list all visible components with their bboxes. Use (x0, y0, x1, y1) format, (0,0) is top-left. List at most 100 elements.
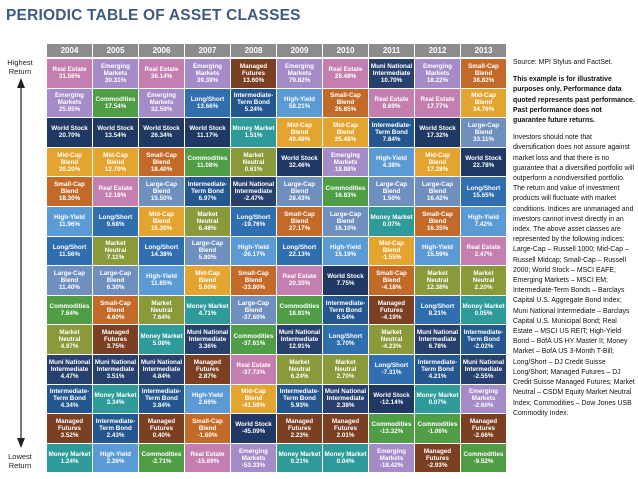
asset-cell: High-Yield 2.66% (185, 384, 230, 414)
asset-return: 12.70% (104, 165, 127, 173)
asset-cell: Muni National Intermediate 3.36% (185, 325, 230, 354)
asset-return: -13.32% (379, 428, 404, 436)
asset-name: Commodities (49, 303, 90, 311)
disclaimer-bold: This example is for illustrative purpose… (513, 76, 635, 125)
asset-cell: Emerging Markets 79.82% (277, 59, 322, 88)
asset-name: Real Estate (98, 184, 133, 192)
asset-name: High-Yield (468, 214, 499, 222)
asset-return: 18.40% (150, 165, 173, 173)
asset-name: Large-Cap Blend (467, 121, 500, 136)
asset-cell: Small-Cap Blend -4.18% (369, 266, 414, 295)
asset-return: 18.22% (426, 76, 449, 84)
asset-name: Muni National Intermediate (416, 329, 459, 344)
asset-name: Managed Futures (101, 329, 130, 344)
asset-cell: Commodities -9.52% (461, 443, 506, 473)
asset-return: 11.08% (196, 162, 218, 170)
asset-name: Market Neutral (334, 358, 357, 373)
asset-cell: Emerging Markets 18.22% (415, 59, 460, 88)
asset-name: Commodities (187, 155, 228, 163)
asset-return: 6.24% (290, 372, 309, 380)
asset-name: Emerging Markets (54, 92, 85, 107)
asset-return: 2.38% (336, 402, 355, 410)
asset-name: Market Neutral (426, 269, 449, 284)
asset-return: -33.80% (241, 283, 266, 291)
asset-name: Commodities (233, 332, 274, 340)
asset-cell: Managed Futures 2.87% (185, 355, 230, 384)
asset-return: 11.40% (58, 283, 80, 291)
asset-cell: Managed Futures -2.66% (461, 414, 506, 443)
asset-cell: Long/Short -19.76% (231, 207, 276, 236)
asset-return: 13.54% (104, 132, 127, 140)
asset-name: Managed Futures (55, 417, 84, 432)
asset-cell: Mid-Cap Blend -1.55% (369, 236, 414, 266)
asset-name: Real Estate (52, 66, 87, 74)
asset-name: Muni National Intermediate (462, 358, 505, 373)
asset-return: 20.35% (288, 280, 311, 288)
asset-cell: Mid-Cap Blend 25.48% (323, 118, 368, 147)
asset-return: -45.09% (241, 428, 266, 436)
asset-return: 9.68% (106, 221, 125, 229)
asset-name: Large-Cap Blend (53, 269, 86, 284)
asset-name: Small-Cap Blend (422, 210, 453, 225)
asset-return: 6.30% (106, 283, 125, 291)
asset-name: Long/Short (236, 214, 271, 222)
asset-return: 3.52% (60, 431, 79, 439)
asset-name: Long/Short (144, 243, 179, 251)
asset-name: Intermediate-Term Bond (371, 121, 412, 136)
asset-cell: Mid-Cap Blend -41.50% (231, 384, 276, 414)
asset-return: -12.14% (379, 398, 404, 406)
asset-return: -4.19% (381, 313, 402, 321)
asset-return: 0.40% (152, 431, 171, 439)
asset-return: -18.42% (379, 461, 404, 469)
year-header: 2007 (185, 44, 230, 57)
asset-return: 2.01% (336, 431, 355, 439)
asset-return: 8.69% (382, 102, 401, 110)
asset-name: Emerging Markets (238, 447, 269, 462)
asset-return: 11.17% (196, 132, 218, 140)
asset-cell: Mid-Cap Blend 17.28% (415, 147, 460, 177)
asset-cell: Mid-Cap Blend 40.48% (277, 118, 322, 147)
asset-cell: Muni National Intermediate 12.91% (277, 325, 322, 354)
asset-return: 17.28% (426, 165, 449, 173)
asset-cell: Large-Cap Blend 28.43% (277, 177, 322, 206)
asset-return: 2.87% (198, 372, 217, 380)
asset-return: 79.82% (288, 76, 311, 84)
asset-cell: Muni National Intermediate 3.51% (93, 355, 138, 384)
asset-name: Emerging Markets (422, 62, 453, 77)
asset-return: 27.17% (288, 224, 311, 232)
asset-cell: World Stock 32.46% (277, 147, 322, 177)
asset-return: 0.21% (290, 458, 309, 466)
asset-cell: Real Estate -15.69% (185, 443, 230, 473)
asset-name: Intermediate-Term Bond (187, 181, 228, 196)
asset-cell: Money Market 0.04% (323, 443, 368, 473)
asset-name: Managed Futures (285, 417, 314, 432)
asset-return: 14.38% (150, 250, 173, 258)
asset-name: Intermediate-Term Bond (279, 388, 320, 403)
asset-name: World Stock (97, 125, 134, 133)
asset-name: High-Yield (146, 273, 177, 281)
asset-cell: Muni National Intermediate 10.70% (369, 59, 414, 88)
asset-name: Intermediate-Term Bond (417, 358, 458, 373)
asset-name: Money Market (416, 391, 459, 399)
asset-cell: Emerging Markets 32.59% (139, 88, 184, 118)
asset-name: Large-Cap Blend (421, 181, 454, 196)
asset-name: Long/Short (282, 243, 317, 251)
asset-return: 1.24% (60, 458, 79, 466)
asset-return: 7.84% (382, 135, 401, 143)
asset-name: Commodities (141, 451, 182, 459)
asset-cell: Money Market 1.51% (231, 118, 276, 147)
asset-cell: Large-Cap Blend 5.80% (185, 236, 230, 266)
asset-return: 0.05% (474, 310, 493, 318)
asset-name: Commodities (463, 451, 504, 459)
asset-cell: Intermediate-Term Bond 2.43% (93, 414, 138, 443)
asset-return: 28.48% (334, 73, 357, 81)
asset-return: 22.78% (472, 162, 495, 170)
notes: Source: MPI Stylus and FactSet. This exa… (513, 58, 635, 426)
asset-name: Market Neutral (196, 210, 219, 225)
asset-cell: Muni National Intermediate 4.84% (139, 355, 184, 384)
asset-return: -1.55% (381, 254, 402, 262)
asset-cell: Mid-Cap Blend 12.70% (93, 147, 138, 177)
asset-cell: Small-Cap Blend 38.82% (461, 59, 506, 88)
asset-return: -7.31% (381, 369, 402, 377)
